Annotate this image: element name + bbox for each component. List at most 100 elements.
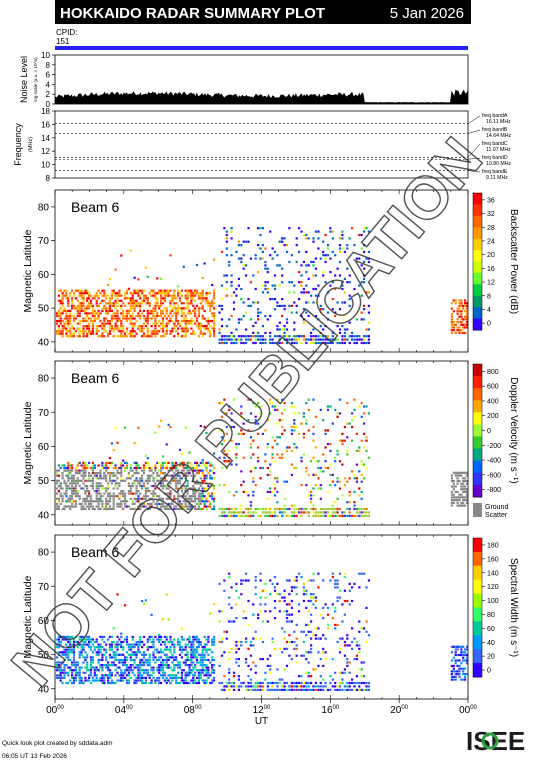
data-cell (101, 466, 104, 470)
data-cell (261, 244, 264, 247)
data-cell (285, 338, 289, 341)
data-cell (116, 335, 119, 338)
data-cell (456, 490, 459, 493)
data-cell (312, 511, 315, 514)
data-cell (199, 327, 202, 330)
data-cell (146, 464, 149, 467)
data-cell (363, 477, 366, 480)
data-cell (462, 471, 465, 474)
data-cell (283, 630, 286, 633)
data-cell (139, 304, 142, 307)
data-cell (150, 330, 153, 333)
data-cell (271, 490, 274, 493)
data-cell (353, 244, 356, 247)
data-cell (450, 326, 453, 329)
data-cell (84, 289, 87, 292)
data-cell (220, 640, 224, 644)
data-cell (122, 302, 125, 305)
data-cell (283, 338, 286, 341)
data-cell (108, 505, 112, 508)
data-cell (161, 292, 165, 295)
data-cell (266, 497, 269, 500)
data-cell (452, 501, 455, 504)
data-cell (329, 579, 332, 582)
data-cell (276, 422, 279, 425)
data-cell (177, 640, 180, 644)
data-cell (91, 472, 94, 475)
data-cell (99, 651, 102, 654)
data-cell (148, 635, 151, 638)
data-cell (78, 292, 81, 295)
data-cell (218, 620, 221, 623)
data-cell (293, 284, 296, 287)
data-cell (314, 627, 317, 630)
data-cell (273, 576, 277, 579)
data-cell (180, 312, 183, 315)
data-cell (220, 338, 224, 341)
data-cell (114, 669, 117, 672)
data-cell (74, 669, 77, 672)
data-cell (91, 314, 94, 318)
data-cell (63, 648, 66, 651)
data-cell (363, 341, 366, 345)
data-cell (89, 304, 93, 307)
data-cell (190, 640, 193, 644)
freq-band-pointer (467, 143, 481, 158)
data-cell (273, 511, 277, 514)
data-cell (355, 507, 358, 511)
data-cell (129, 676, 132, 679)
data-cell (225, 287, 228, 291)
data-cell (465, 312, 469, 316)
data-cell (188, 472, 191, 475)
freq-ytick-label: 18 (41, 107, 50, 116)
data-cell (163, 307, 166, 310)
data-cell (165, 322, 168, 325)
data-cell (220, 466, 224, 470)
data-cell (314, 511, 317, 514)
data-cell (57, 664, 60, 667)
data-cell (360, 338, 363, 341)
data-cell (97, 679, 100, 682)
data-cell (367, 311, 370, 314)
data-cell (254, 630, 257, 633)
data-cell (465, 302, 469, 305)
data-cell (302, 599, 305, 603)
data-cell (295, 681, 298, 685)
data-cell (108, 664, 112, 667)
freq-band-pointer (467, 170, 481, 173)
data-cell (184, 658, 187, 662)
data-cell (454, 496, 457, 499)
data-cell (360, 572, 363, 575)
data-cell (319, 325, 322, 328)
data-cell (252, 490, 255, 493)
data-cell (464, 318, 467, 321)
data-cell (264, 678, 267, 681)
data-cell (89, 664, 93, 667)
data-cell (190, 317, 193, 320)
data-cell (161, 661, 165, 664)
data-cell (281, 425, 284, 429)
data-cell (169, 495, 172, 498)
data-cell (71, 502, 74, 505)
data-cell (158, 507, 161, 511)
data-cell (188, 461, 191, 464)
data-cell (452, 299, 455, 302)
data-cell (125, 314, 129, 318)
data-cell (201, 492, 204, 495)
data-cell (107, 674, 110, 677)
data-cell (456, 659, 459, 662)
data-cell (161, 461, 165, 464)
data-cell (190, 497, 193, 500)
data-cell (148, 466, 151, 470)
data-cell (65, 289, 68, 292)
data-cell (67, 479, 70, 482)
data-cell (122, 492, 125, 495)
data-cell (116, 666, 119, 669)
data-cell (324, 637, 327, 640)
data-cell (105, 466, 108, 470)
data-cell (135, 289, 138, 292)
data-cell (203, 487, 206, 490)
data-cell (82, 317, 85, 320)
data-cell (74, 484, 77, 488)
data-cell (220, 637, 224, 640)
